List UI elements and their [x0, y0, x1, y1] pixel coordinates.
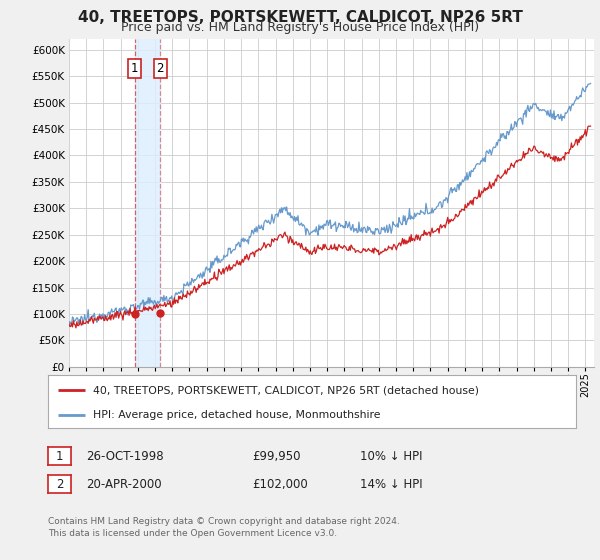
- Text: 26-OCT-1998: 26-OCT-1998: [86, 450, 163, 463]
- Text: £99,950: £99,950: [252, 450, 301, 463]
- Text: 1: 1: [56, 450, 63, 463]
- Text: 10% ↓ HPI: 10% ↓ HPI: [360, 450, 422, 463]
- Text: 40, TREETOPS, PORTSKEWETT, CALDICOT, NP26 5RT (detached house): 40, TREETOPS, PORTSKEWETT, CALDICOT, NP2…: [93, 385, 479, 395]
- Text: This data is licensed under the Open Government Licence v3.0.: This data is licensed under the Open Gov…: [48, 529, 337, 538]
- Text: 1: 1: [131, 62, 139, 75]
- Bar: [135, 39, 160, 367]
- Text: 2: 2: [157, 62, 164, 75]
- Text: Price paid vs. HM Land Registry's House Price Index (HPI): Price paid vs. HM Land Registry's House …: [121, 21, 479, 34]
- Text: £102,000: £102,000: [252, 478, 308, 491]
- Text: 2: 2: [56, 478, 63, 491]
- Text: 20-APR-2000: 20-APR-2000: [86, 478, 161, 491]
- Text: 14% ↓ HPI: 14% ↓ HPI: [360, 478, 422, 491]
- Text: Contains HM Land Registry data © Crown copyright and database right 2024.: Contains HM Land Registry data © Crown c…: [48, 517, 400, 526]
- Text: HPI: Average price, detached house, Monmouthshire: HPI: Average price, detached house, Monm…: [93, 410, 380, 420]
- Text: 40, TREETOPS, PORTSKEWETT, CALDICOT, NP26 5RT: 40, TREETOPS, PORTSKEWETT, CALDICOT, NP2…: [77, 10, 523, 25]
